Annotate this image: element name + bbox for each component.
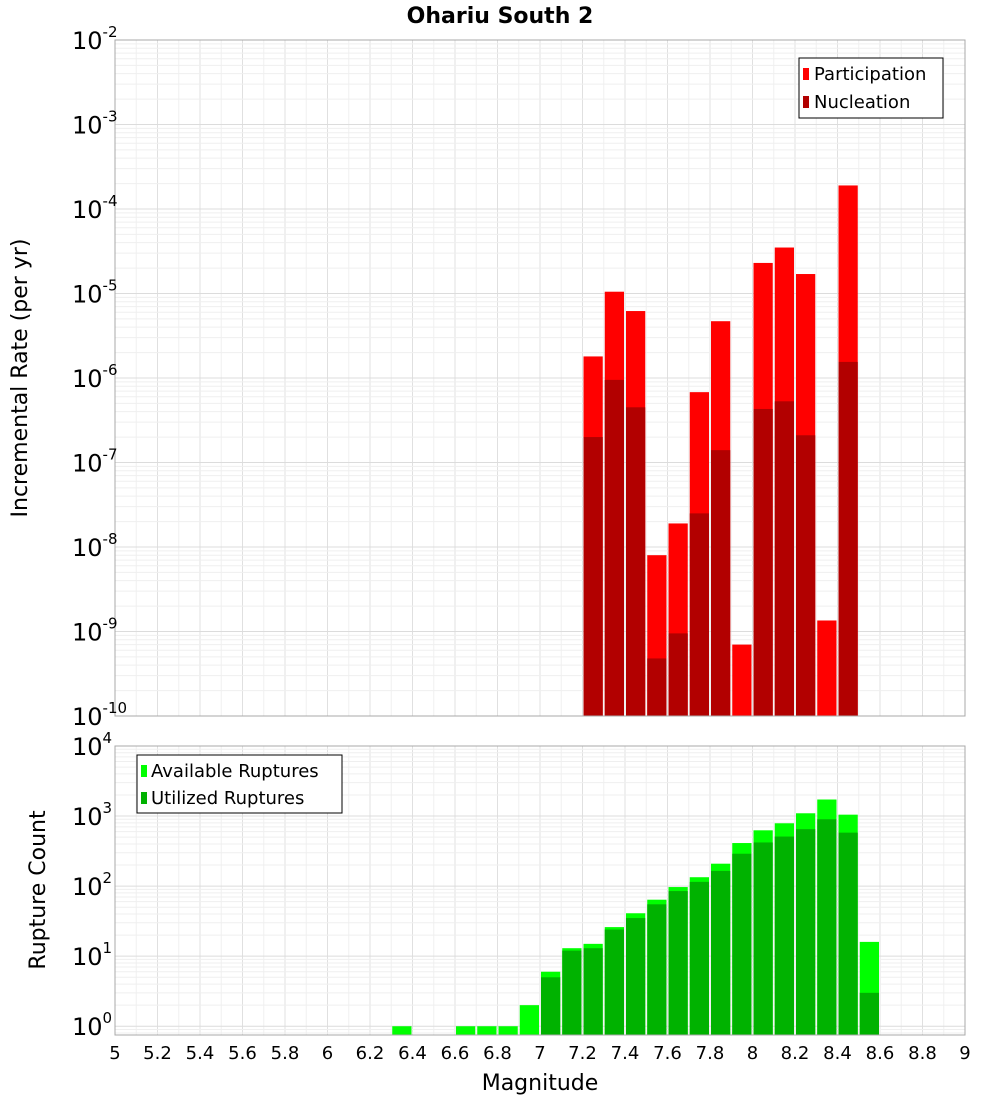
legend-swatch-nucleation [803,96,809,108]
bar-nucleation [689,513,709,716]
top-legend: Participation Nucleation [798,57,944,119]
bar-utilized-ruptures [668,891,688,1035]
bar-utilized-ruptures [604,929,624,1035]
bar-utilized-ruptures [689,881,709,1035]
bar-available-ruptures [392,1026,412,1035]
legend-label-nucleation: Nucleation [814,92,910,113]
bar-nucleation [583,437,603,716]
bottom-y-tick-label: 102 [72,869,112,901]
bottom-plot-border [114,745,966,1036]
top-y-tick-label: 10-10 [72,699,127,731]
bottom-y-tick-label: 101 [72,939,112,971]
chart-title: Ohariu South 2 [407,4,594,29]
bar-utilized-ruptures [732,853,752,1035]
x-tick-label: 8 [747,1043,758,1064]
bar-available-ruptures [519,1005,539,1035]
bar-nucleation [626,407,646,716]
top-bars [583,185,858,717]
top-y-tick-label: 10-6 [72,361,118,393]
x-tick-labels: 5 5.2 5.4 5.6 5.8 6 6.2 6.4 6.6 6.8 7 7.2 7.4 7.6 7.8 8… [109,1043,970,1064]
x-tick-label: 5.2 [143,1043,172,1064]
bar-nucleation [796,435,816,716]
bottom-bars [392,799,879,1035]
top-y-tick-label: 10-9 [72,615,118,647]
x-tick-label: 5.6 [228,1043,257,1064]
bar-participation [817,620,837,716]
x-tick-label: 5.4 [186,1043,215,1064]
legend-swatch-participation [803,68,809,80]
bottom-y-tick-label: 103 [72,799,112,831]
bar-utilized-ruptures [838,832,858,1035]
bar-participation [732,644,752,716]
bar-nucleation [647,658,667,716]
x-tick-label: 7.6 [653,1043,682,1064]
x-tick-label: 6.2 [356,1043,385,1064]
bottom-legend: Available Ruptures Utilized Ruptures [136,754,343,814]
top-y-tick-labels: 10-10 10-9 10-8 10-7 10-6 10-5 10-4 10-3 10-2 [72,23,127,731]
bottom-y-tick-labels: 100 101 102 103 104 [72,729,112,1041]
bar-utilized-ruptures [541,977,561,1035]
x-tick-label: 6.6 [441,1043,470,1064]
x-tick-label: 7 [534,1043,545,1064]
top-y-tick-label: 10-5 [72,277,118,309]
bar-utilized-ruptures [626,918,646,1035]
x-tick-label: 5 [109,1043,120,1064]
top-y-tick-label: 10-2 [72,23,118,55]
bar-utilized-ruptures [774,836,794,1035]
bar-utilized-ruptures [796,829,816,1035]
top-legend-box [798,57,944,119]
bar-available-ruptures [477,1026,497,1035]
top-y-axis-label: Incremental Rate (per yr) [8,239,33,518]
bar-nucleation [668,633,688,716]
bar-available-ruptures [498,1026,518,1035]
x-tick-label: 6.4 [398,1043,427,1064]
bar-utilized-ruptures [562,950,582,1035]
x-tick-label: 9 [959,1043,970,1064]
bar-nucleation [774,401,794,716]
x-tick-label: 6 [322,1043,333,1064]
bar-utilized-ruptures [711,870,731,1035]
top-y-tick-label: 10-4 [72,192,118,224]
legend-swatch-available [141,765,147,777]
legend-label-utilized: Utilized Ruptures [151,788,304,809]
bar-nucleation [838,361,858,716]
top-grid [115,40,965,716]
bottom-legend-box [136,754,343,814]
top-y-tick-label: 10-7 [72,446,118,478]
bottom-y-tick-label: 100 [72,1009,112,1041]
bar-available-ruptures [456,1026,476,1035]
bar-utilized-ruptures [859,992,879,1035]
bottom-y-axis-label: Rupture Count [26,810,51,970]
legend-label-available: Available Ruptures [151,761,319,782]
x-tick-label: 8.6 [866,1043,895,1064]
x-tick-label: 7.8 [696,1043,725,1064]
bar-nucleation [711,450,731,716]
bar-utilized-ruptures [647,904,667,1035]
top-y-tick-label: 10-3 [72,108,118,140]
legend-swatch-utilized [141,792,147,804]
bar-utilized-ruptures [753,842,773,1035]
top-plot-area: 10-10 10-9 10-8 10-7 10-6 10-5 10-4 10-3 10-2 In… [8,23,966,731]
x-tick-label: 8.2 [781,1043,810,1064]
x-tick-label: 6.8 [483,1043,512,1064]
x-tick-label: 7.2 [568,1043,597,1064]
legend-label-participation: Participation [814,64,926,85]
bottom-y-tick-label: 104 [72,729,112,761]
bar-utilized-ruptures [817,819,837,1035]
x-tick-label: 7.4 [611,1043,640,1064]
bar-utilized-ruptures [583,948,603,1035]
bar-nucleation [604,379,624,716]
top-y-tick-label: 10-8 [72,530,118,562]
x-tick-label: 8.8 [908,1043,937,1064]
x-tick-label: 8.4 [823,1043,852,1064]
x-axis-label: Magnitude [482,1071,599,1096]
bar-nucleation [753,408,773,716]
bottom-plot-area: 100 101 102 103 104 5 5.2 5.4 5.6 5.8 6 6.2 6.4 6.6 6… [26,729,971,1096]
top-plot-border [114,39,966,717]
x-tick-label: 5.8 [271,1043,300,1064]
